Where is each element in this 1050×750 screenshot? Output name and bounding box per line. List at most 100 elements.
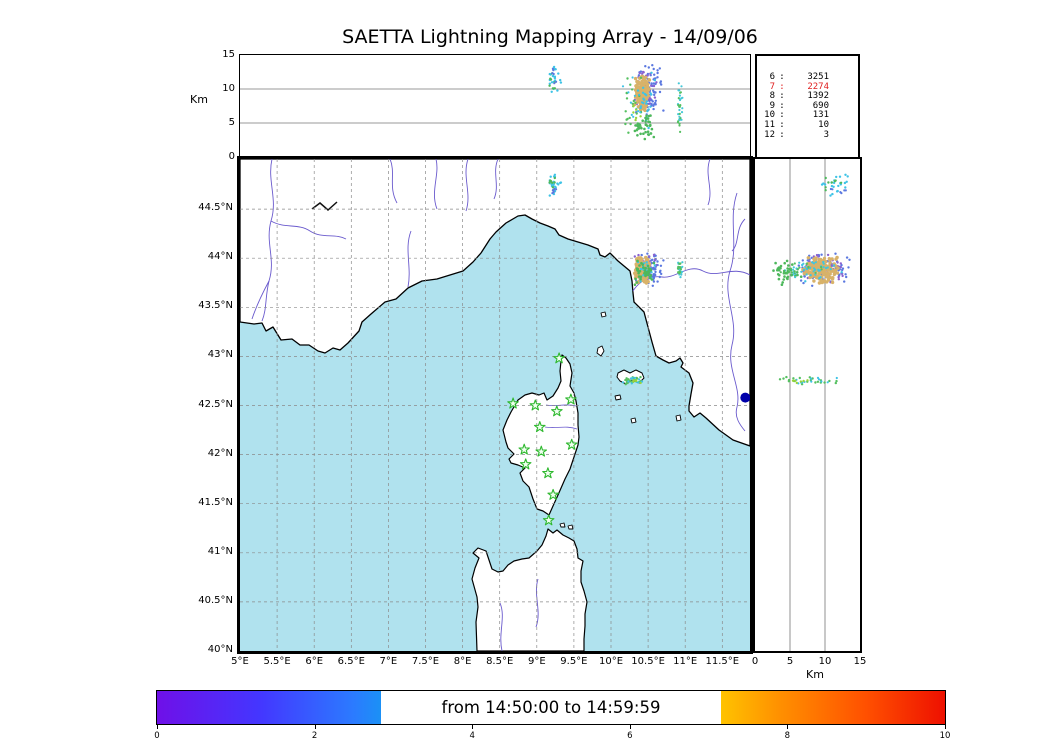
lightning-point: [826, 273, 830, 278]
lightning-point: [639, 277, 642, 281]
lightning-point: [834, 257, 838, 261]
lightning-point: [647, 133, 650, 137]
station-count-row: 12: 3: [757, 130, 858, 141]
lightning-point: [782, 278, 785, 281]
lightning-point: [653, 103, 656, 106]
lightning-point: [824, 176, 827, 180]
lightning-point: [633, 88, 638, 92]
lightning-point: [782, 377, 785, 380]
lightning-point: [646, 252, 649, 255]
stats-level: 6: [769, 72, 775, 82]
time-colorbar: from 14:50:00 to 14:59:59: [156, 690, 946, 725]
lightning-point: [817, 378, 821, 381]
lightning-point: [549, 179, 552, 182]
lightning-point: [553, 173, 557, 176]
lightning-point: [656, 280, 659, 283]
lightning-point: [795, 381, 798, 385]
lightning-point: [826, 278, 831, 282]
lightning-point: [678, 94, 681, 97]
lightning-point: [633, 76, 638, 81]
lightning-point: [635, 281, 639, 284]
lightning-point: [652, 89, 655, 92]
lightning-point: [797, 264, 800, 267]
lightning-point: [783, 275, 786, 278]
lightning-point: [647, 267, 650, 270]
lightning-point: [680, 85, 683, 88]
lightning-point: [639, 125, 642, 128]
lightning-point: [637, 110, 640, 113]
lightning-point: [830, 263, 834, 267]
stats-level: 11: [764, 119, 775, 130]
lightning-point: [637, 127, 641, 130]
lightning-point: [636, 377, 639, 380]
map-lat-tick-label: 40°N: [207, 644, 233, 655]
lightning-point: [844, 173, 847, 176]
lightning-point: [818, 277, 821, 280]
lightning-point: [641, 263, 644, 266]
altitude-latitude-canvas: [772, 159, 851, 651]
lightning-point: [783, 261, 786, 265]
lightning-point: [638, 378, 641, 381]
stats-level: 7: [769, 81, 775, 92]
lightning-point: [839, 181, 843, 184]
lightning-point: [551, 186, 555, 189]
colorbar-tick-label: 6: [627, 731, 633, 741]
lightning-point: [635, 112, 638, 115]
lightning-point: [653, 267, 656, 270]
lightning-point: [649, 105, 652, 108]
lightning-point: [648, 124, 652, 128]
lightning-point: [826, 268, 831, 272]
map-lat-tick-label: 42°N: [207, 447, 233, 459]
map-lon-tick-label: 5.5°E: [263, 656, 291, 667]
lightning-point: [639, 267, 643, 271]
lightning-point: [779, 266, 782, 270]
lightning-point: [792, 377, 795, 380]
lightning-point: [677, 97, 680, 100]
lightning-point: [834, 381, 837, 385]
lightning-point: [648, 102, 651, 105]
lightning-point: [840, 271, 843, 274]
lightning-point: [837, 275, 840, 279]
lightning-point: [796, 273, 799, 277]
lightning-point: [800, 270, 803, 273]
station-count-row: 6: 3251: [757, 72, 858, 83]
lightning-point: [641, 119, 644, 122]
station-count-row: 9: 690: [757, 101, 858, 112]
lightning-point: [655, 81, 658, 84]
lightning-point: [678, 124, 681, 127]
lightning-point: [839, 265, 842, 269]
lightning-point: [652, 82, 656, 85]
lightning-point: [827, 181, 830, 184]
river: [493, 159, 499, 200]
lightning-point: [651, 258, 654, 261]
lightning-point: [549, 77, 552, 80]
lightning-point: [550, 183, 553, 186]
lightning-point: [642, 71, 645, 74]
lightning-point: [820, 380, 823, 383]
stats-colon: :: [779, 72, 785, 82]
map-lat-tick-label: 40.5°N: [198, 594, 233, 606]
lightning-point: [624, 122, 627, 126]
station-count-row: 10: 131: [757, 111, 858, 121]
lightning-point: [817, 281, 822, 285]
lightning-point: [550, 181, 554, 184]
lightning-point: [833, 268, 837, 273]
lightning-point: [656, 69, 659, 72]
lightning-point: [652, 280, 656, 283]
map-lat-tick-label: 44°N: [207, 251, 233, 263]
sensor-station-star-icon: [535, 445, 548, 457]
lightning-point: [636, 89, 640, 92]
map-lat-tick-label: 41.5°N: [198, 496, 233, 508]
lightning-point: [648, 255, 651, 258]
lightning-point: [659, 264, 663, 267]
lightning-point: [794, 276, 797, 279]
lightning-point: [795, 267, 798, 270]
capraia-island: [596, 345, 605, 357]
lightning-point: [832, 264, 836, 267]
map-lon-tick-label: 6°E: [305, 656, 324, 667]
lightning-point: [646, 94, 651, 98]
lightning-point: [652, 84, 656, 88]
lightning-point: [653, 91, 656, 94]
lightning-point: [631, 102, 634, 105]
sensor-station-star-icon: [565, 438, 578, 450]
